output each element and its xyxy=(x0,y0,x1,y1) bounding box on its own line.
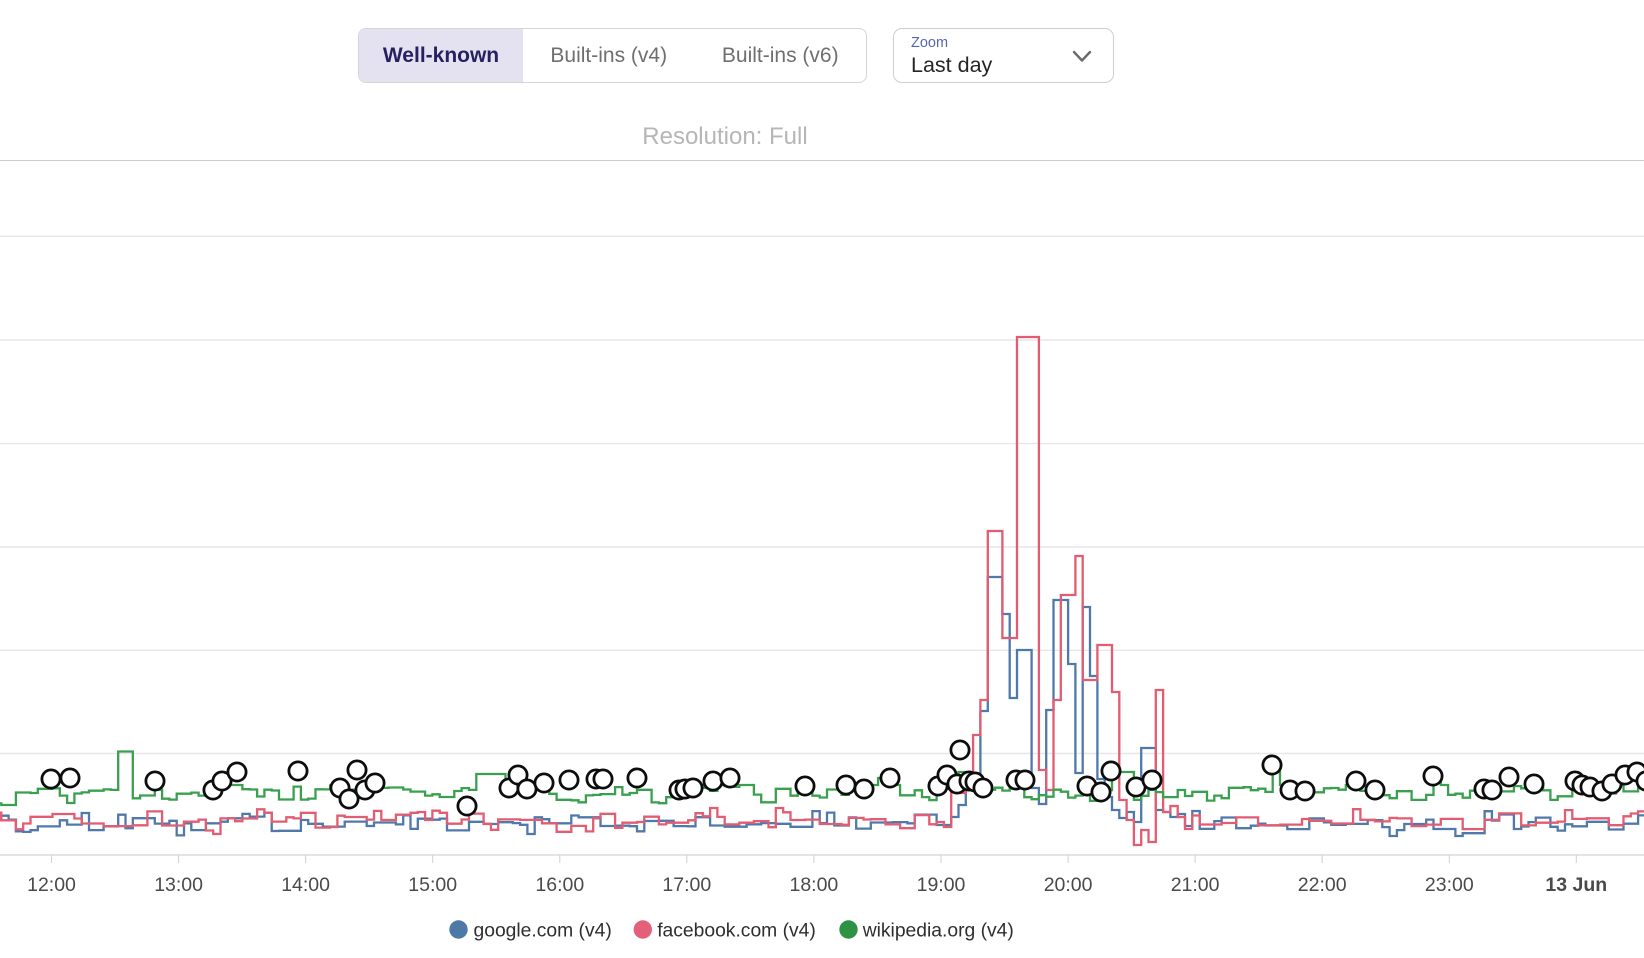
svg-text:16:00: 16:00 xyxy=(535,874,584,896)
svg-text:12:00: 12:00 xyxy=(27,874,76,896)
svg-text:19:00: 19:00 xyxy=(917,874,966,896)
svg-text:18:00: 18:00 xyxy=(789,874,838,896)
svg-text:facebook.com (v4): facebook.com (v4) xyxy=(657,921,816,942)
svg-text:13:00: 13:00 xyxy=(154,874,203,896)
svg-text:22:00: 22:00 xyxy=(1298,874,1347,896)
svg-text:wikipedia.org (v4): wikipedia.org (v4) xyxy=(862,921,1014,942)
svg-text:15:00: 15:00 xyxy=(408,874,457,896)
svg-text:google.com (v4): google.com (v4) xyxy=(474,921,612,942)
svg-text:21:00: 21:00 xyxy=(1171,874,1220,896)
svg-text:20:00: 20:00 xyxy=(1044,874,1093,896)
svg-text:17:00: 17:00 xyxy=(662,874,711,896)
svg-text:13 Jun: 13 Jun xyxy=(1545,874,1607,896)
svg-text:14:00: 14:00 xyxy=(281,874,330,896)
svg-text:23:00: 23:00 xyxy=(1425,874,1474,896)
